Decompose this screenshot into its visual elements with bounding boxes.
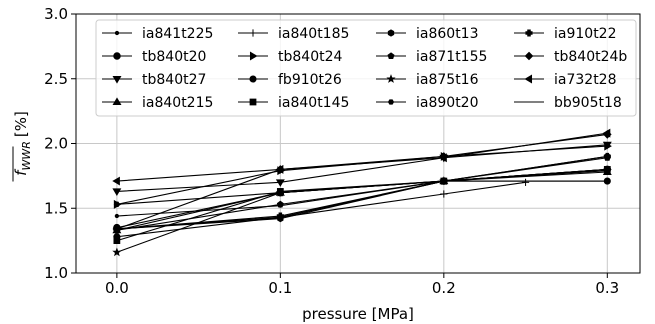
data-point-ia732t28-2: [439, 153, 447, 163]
legend-marker: [386, 74, 396, 83]
legend-item-ia890t20: ia890t20: [376, 95, 479, 111]
legend-label: ia875t16: [416, 72, 479, 88]
legend-label: ia860t13: [416, 26, 479, 42]
legend-item-tb840t20: tb840t20: [102, 49, 206, 65]
data-point-ia840t145-0: [113, 237, 121, 245]
data-point-ia890t20-0: [113, 201, 120, 208]
legend-item-ia841t225: ia841t225: [102, 26, 213, 42]
legend-marker: [249, 51, 258, 61]
legend-label: tb840t24b: [554, 49, 627, 65]
legend-marker: [524, 74, 533, 84]
legend-label: ia910t22: [554, 26, 617, 42]
legend-marker: [113, 52, 121, 60]
series-line-ia890t20: [116, 168, 608, 205]
series-line-bb905t18: [116, 180, 608, 230]
legend-label: tb840t27: [142, 72, 206, 88]
data-point-ia732t28-0: [112, 176, 120, 186]
legend-label: ia840t185: [278, 26, 349, 42]
data-point-ia910t22-1: [276, 212, 284, 220]
y-tick-label: 2.5: [44, 70, 68, 88]
legend-item-tb840t24: tb840t24: [238, 49, 342, 65]
x-tick-label: 0.3: [595, 279, 619, 297]
legend-marker: [112, 97, 122, 106]
legend-item-ia875t16: ia875t16: [376, 72, 479, 88]
series-tb840t24b: [112, 130, 612, 234]
x-tick-label: 0.1: [268, 279, 292, 297]
data-point-ia840t185-3: [521, 178, 530, 186]
legend-label: ia732t28: [554, 72, 617, 88]
y-axis-title-unit: [%]: [12, 111, 30, 137]
data-point-tb840t24-3: [604, 141, 612, 151]
legend-marker: [249, 98, 257, 106]
x-axis-title: pressure [MPa]: [302, 305, 414, 323]
y-tick-label: 2.0: [44, 135, 68, 153]
data-point-ia732t28-1: [275, 164, 284, 174]
series-bb905t18: [116, 180, 608, 230]
legend-label: fb910t26: [278, 72, 342, 88]
legend-item-fb910t26: fb910t26: [238, 72, 342, 88]
legend-marker: [114, 30, 120, 36]
legend-item-ia910t22: ia910t22: [514, 26, 617, 42]
legend-marker: [387, 29, 395, 37]
data-point-ia841t225-0: [114, 213, 119, 219]
legend-box: [95, 19, 637, 117]
series-layer: [112, 128, 612, 257]
legend-label: ia871t155: [416, 49, 487, 65]
x-tick-label: 0.0: [105, 279, 129, 297]
x-tick-label: 0.2: [432, 279, 456, 297]
legend-marker: [112, 75, 122, 84]
legend-marker: [249, 29, 257, 37]
y-axis-title-subscript: WWR: [20, 141, 33, 170]
legend-label: bb905t18: [554, 95, 622, 111]
legend-item-bb905t18: bb905t18: [514, 95, 622, 111]
legend-item-ia732t28: ia732t28: [514, 72, 617, 88]
legend-marker: [387, 99, 395, 105]
data-point-tb840t27-0: [112, 188, 122, 197]
data-point-ia871t155-1: [276, 200, 284, 208]
legend-marker: [524, 51, 534, 61]
legend-label: tb840t20: [142, 49, 206, 65]
series-ia890t20: [113, 166, 611, 208]
legend-label: tb840t24: [278, 49, 342, 65]
data-point-ia732t28-3: [602, 128, 611, 138]
legend-marker: [387, 52, 395, 59]
series-line-ia910t22: [116, 155, 608, 230]
legend-label: ia841t225: [142, 26, 213, 42]
legend-item-tb840t24b: tb840t24b: [514, 49, 627, 65]
data-point-tb840t27-1: [275, 179, 285, 187]
data-point-tb840t24b-0: [112, 224, 122, 234]
legend-marker: [249, 75, 257, 83]
legend-item-ia840t145: ia840t145: [238, 95, 349, 111]
y-tick-label: 1.5: [44, 199, 68, 217]
data-point-ia890t20-3: [604, 166, 611, 173]
legend-label: ia840t215: [142, 95, 213, 111]
legend-marker: [525, 29, 533, 37]
legend-item-ia840t185: ia840t185: [238, 26, 349, 42]
legend-item-ia860t13: ia860t13: [376, 26, 479, 42]
legend: ia841t225 tb840t20 tb840t27 ia840t215 ia840t…: [95, 19, 637, 117]
legend-label: ia840t145: [278, 95, 349, 111]
legend-label: ia890t20: [416, 95, 479, 111]
axis-ticks: 0.0 0.1 0.2 0.3 1.0 1.5 2.0 2.5 3.0: [44, 5, 619, 297]
series-ia732t28: [112, 128, 611, 186]
y-axis-title-main: f: [12, 168, 30, 176]
series-line-ia732t28: [116, 132, 608, 182]
series-line-ia840t145: [116, 168, 608, 242]
series-line-ia871t155: [116, 157, 608, 231]
y-tick-label: 1.0: [44, 264, 68, 282]
data-point-ia875t16-0: [112, 247, 122, 257]
series-ia840t145: [113, 166, 611, 245]
legend-item-ia840t215: ia840t215: [102, 95, 213, 111]
data-point-ia910t22-3: [603, 152, 611, 161]
data-point-ia890t20-1: [277, 190, 284, 196]
y-axis-title: fWWR [%]: [12, 111, 33, 176]
y-tick-label: 3.0: [44, 5, 68, 23]
data-point-ia840t185-2: [440, 190, 448, 198]
series-line-tb840t24b: [116, 133, 608, 230]
legend-item-tb840t27: tb840t27: [102, 72, 206, 88]
legend-item-ia871t155: ia871t155: [376, 49, 487, 65]
